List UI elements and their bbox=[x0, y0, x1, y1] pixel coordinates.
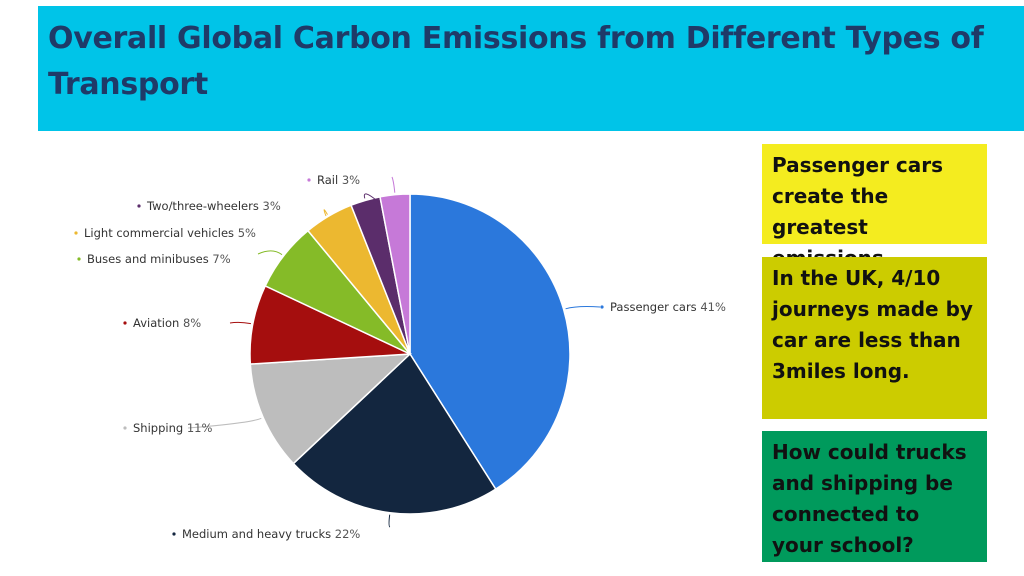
slide-title: Overall Global Carbon Emissions from Dif… bbox=[48, 21, 984, 102]
label-bullet bbox=[123, 426, 127, 430]
note-text: Passenger cars create the greatest emiss… bbox=[772, 153, 944, 270]
leader-line bbox=[565, 306, 601, 310]
note-text: How could trucks and shipping be connect… bbox=[772, 440, 967, 557]
pie-slice-passenger-cars bbox=[409, 193, 571, 491]
pie-slice-shipping bbox=[249, 353, 413, 465]
slice-label: Rail 3% bbox=[317, 173, 360, 187]
label-bullet bbox=[307, 178, 311, 182]
note-text: In the UK, 4/10 journeys made by car are… bbox=[772, 266, 973, 383]
slice-label: Aviation 8% bbox=[133, 316, 201, 330]
pie-slice-rail bbox=[379, 193, 411, 355]
pie-chart: Passenger cars 41% Medium and heavy truck… bbox=[74, 173, 726, 541]
pie-chart-area: Passenger cars 41% Medium and heavy truck… bbox=[60, 155, 750, 560]
label-bullet bbox=[600, 305, 604, 309]
label-bullet bbox=[172, 532, 176, 536]
leader-line bbox=[388, 514, 391, 528]
leader-line bbox=[187, 417, 262, 429]
label-bullet bbox=[137, 204, 141, 208]
label-bullet bbox=[74, 231, 78, 235]
slice-label: Passenger cars 41% bbox=[610, 300, 726, 314]
leader-line bbox=[257, 250, 283, 256]
slice-label: Two/three-wheelers 3% bbox=[146, 199, 281, 213]
title-bar: Overall Global Carbon Emissions from Dif… bbox=[38, 6, 1024, 131]
slice-label: Light commercial vehicles 5% bbox=[84, 226, 256, 240]
note-trucks-shipping: How could trucks and shipping be connect… bbox=[762, 431, 987, 562]
label-bullet bbox=[77, 257, 81, 261]
slice-label: Medium and heavy trucks 22% bbox=[182, 527, 360, 541]
label-bullet bbox=[123, 321, 127, 325]
pie-slice-medium-and-heavy-trucks bbox=[292, 352, 497, 515]
slice-label: Shipping 11% bbox=[133, 421, 212, 435]
leader-line bbox=[363, 193, 383, 206]
leader-line bbox=[391, 176, 396, 193]
leader-line bbox=[323, 209, 328, 217]
slice-label: Buses and minibuses 7% bbox=[87, 252, 231, 266]
note-passenger-cars: Passenger cars create the greatest emiss… bbox=[762, 144, 987, 270]
leader-line bbox=[229, 321, 251, 325]
note-uk-journeys: In the UK, 4/10 journeys made by car are… bbox=[762, 257, 987, 419]
